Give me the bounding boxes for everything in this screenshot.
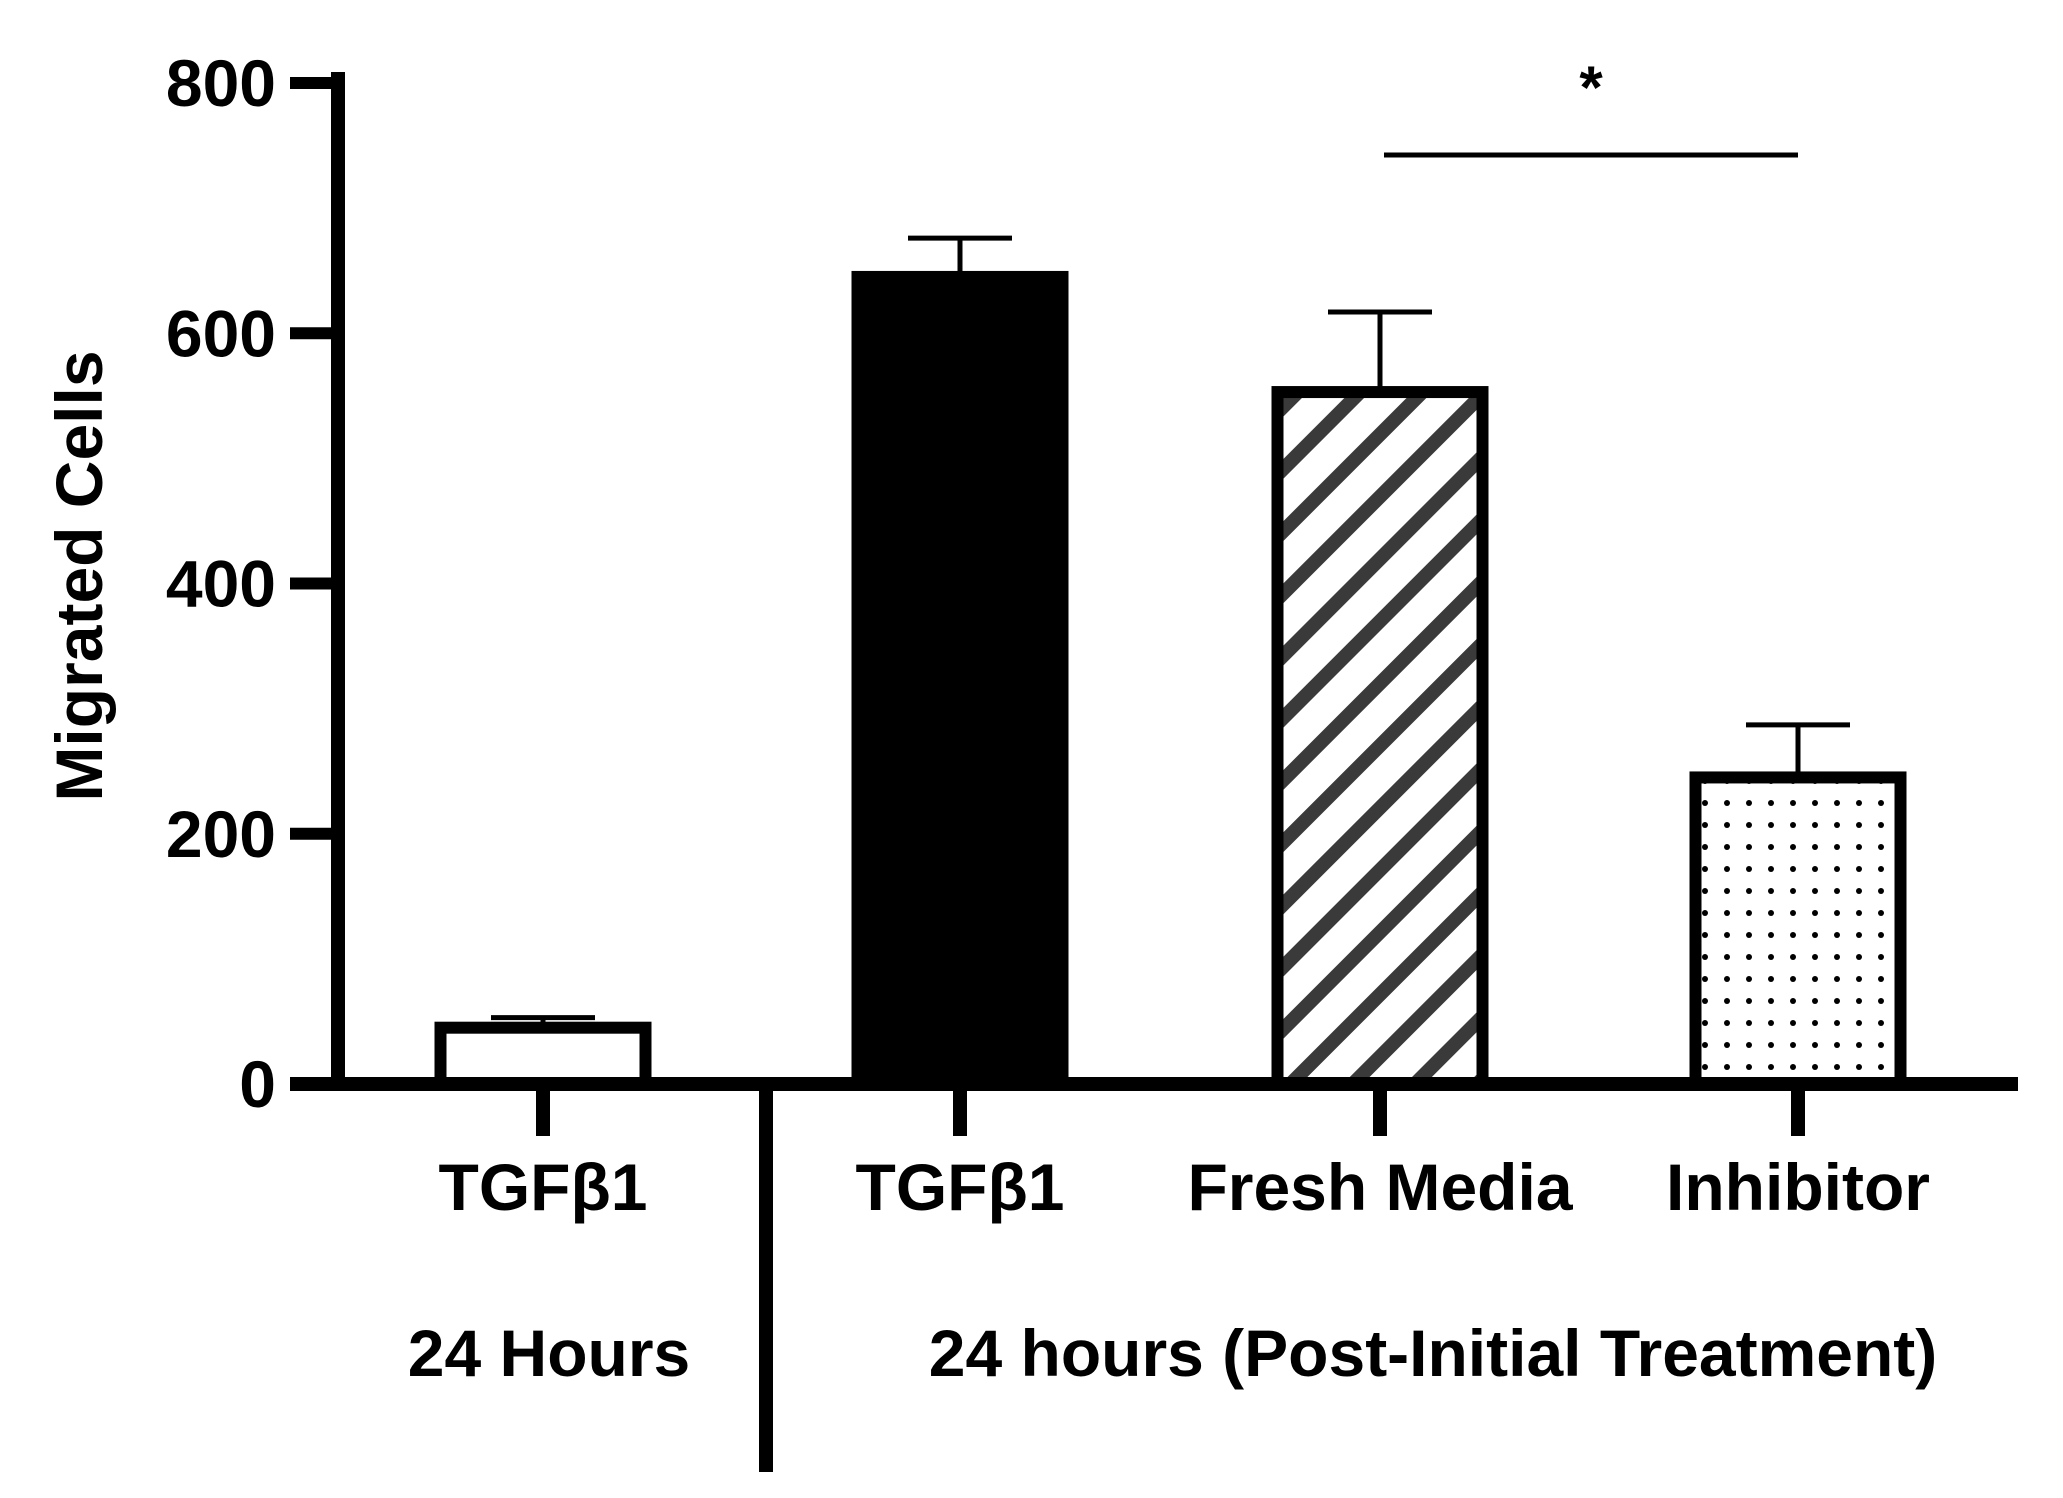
- x-ticks-layer: [536, 1084, 1805, 1136]
- category-label-3: Inhibitor: [1666, 1150, 1930, 1224]
- bar-2: [1271, 386, 1489, 1090]
- significance-label-0: *: [1579, 54, 1603, 121]
- y-ticks-layer: 0 200 400 600 800: [166, 46, 338, 1121]
- y-tick-label-4: 800: [166, 46, 276, 120]
- group-label-1: 24 hours (Post-Initial Treatment): [929, 1316, 1938, 1390]
- bar-3: [1689, 771, 1907, 1090]
- bars-layer: [434, 270, 1907, 1091]
- bar-0: [434, 1021, 652, 1090]
- y-tick-label-0: 0: [239, 1047, 276, 1121]
- category-label-1: TGFβ1: [856, 1150, 1065, 1224]
- significance-layer: *: [1384, 54, 1798, 158]
- y-axis-label: Migrated Cells: [42, 350, 116, 801]
- y-tick-label-1: 200: [166, 797, 276, 871]
- category-labels-layer: TGFβ1 TGFβ1 Fresh Media Inhibitor: [439, 1150, 1930, 1224]
- group-labels-layer: 24 Hours 24 hours (Post-Initial Treatment…: [408, 1316, 1937, 1390]
- y-tick-label-3: 600: [166, 296, 276, 370]
- error-bars-layer: [491, 235, 1850, 1028]
- category-label-2: Fresh Media: [1187, 1150, 1573, 1224]
- category-label-0: TGFβ1: [439, 1150, 648, 1224]
- y-tick-label-2: 400: [166, 547, 276, 621]
- group-label-0: 24 Hours: [408, 1316, 690, 1390]
- bar-1: [851, 270, 1069, 1091]
